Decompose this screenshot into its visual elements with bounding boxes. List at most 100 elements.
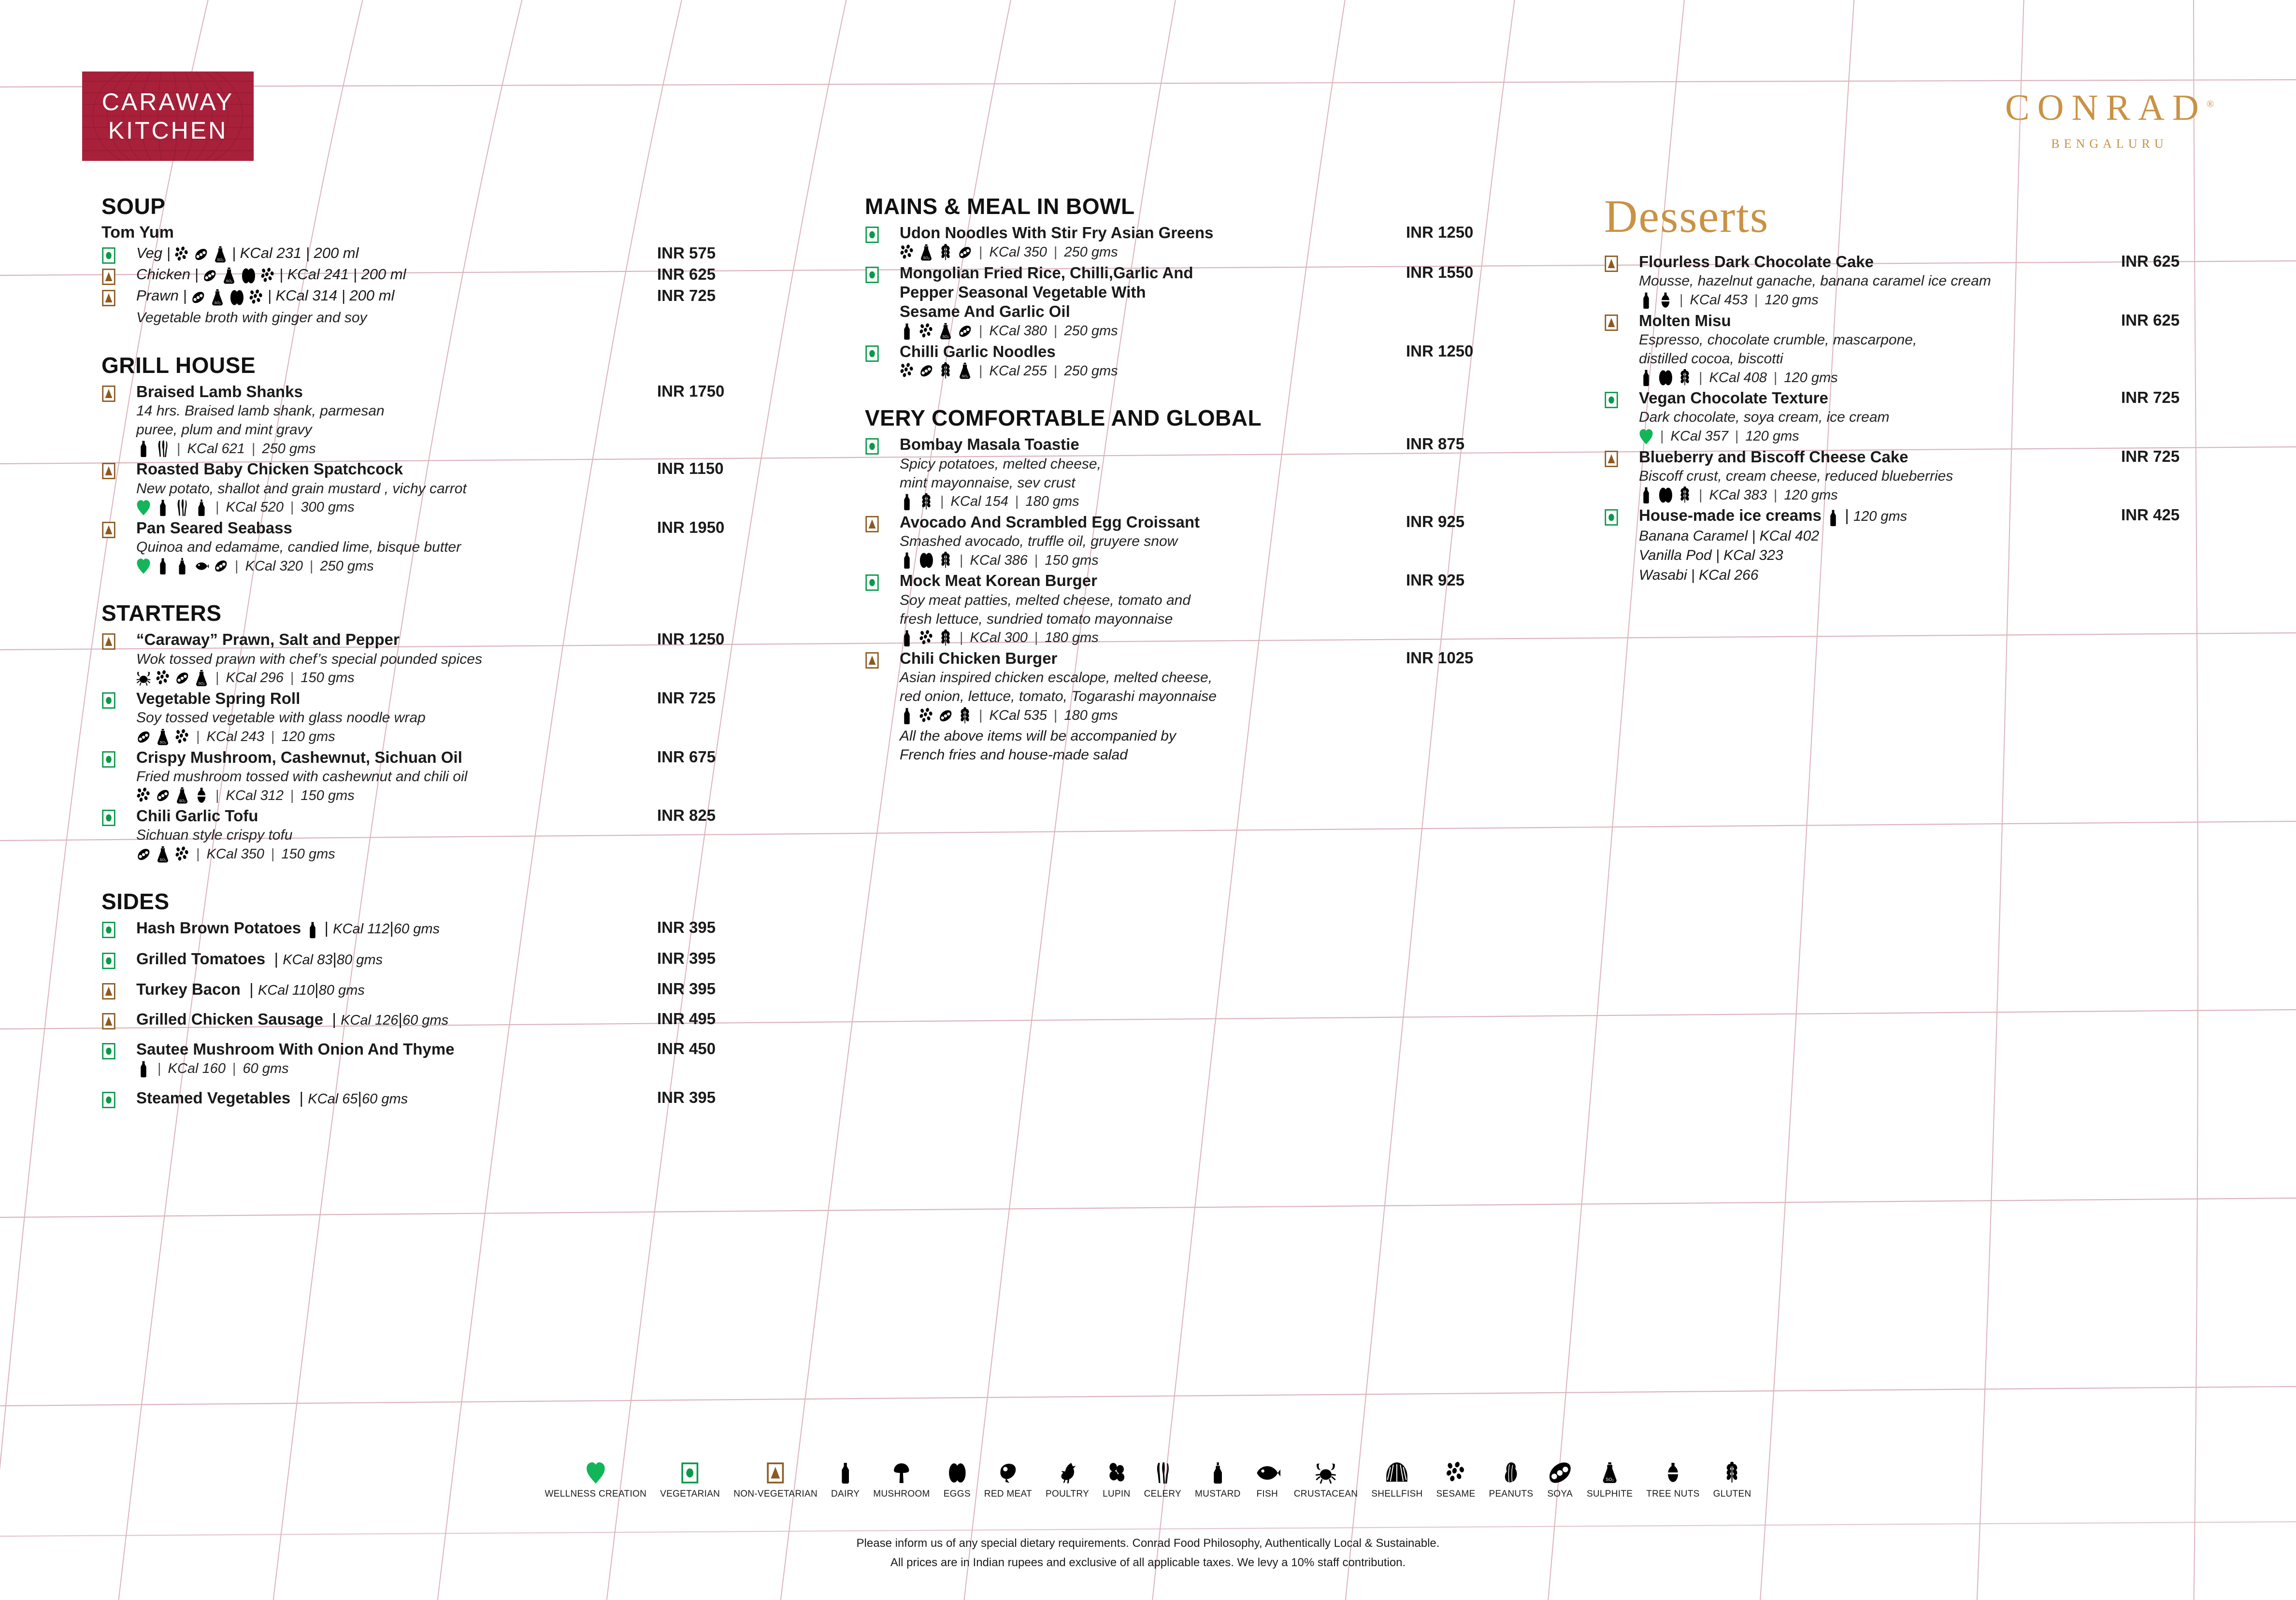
menu-item[interactable]: Prawn | SO₂ | KCal 314 | 200 ml INR 725	[101, 286, 759, 307]
item-name: Mock Meat Korean Burger	[900, 571, 1406, 590]
menu-item[interactable]: Grilled Tomatoes | KCal 83|80 gms INR 395	[101, 949, 759, 970]
menu-item[interactable]: Veg | SO₂ | KCal 231 | 200 ml INR 575	[101, 244, 759, 264]
legend-label: NON-VEGETARIAN	[733, 1489, 818, 1499]
menu-item[interactable]: “Caraway” Prawn, Salt and Pepper INR 1250…	[101, 630, 759, 687]
meta-separator: |	[1015, 494, 1019, 510]
menu-item[interactable]: Bombay Masala Toastie INR 875 Spicy potato…	[865, 435, 1507, 511]
item-name-line: Blueberry and Biscoff Cheese Cake	[1639, 447, 1909, 466]
dairy-icon	[136, 440, 151, 457]
meta-separator: |	[231, 244, 236, 261]
menu-item[interactable]: Flourless Dark Chocolate Cake INR 625 Mous…	[1604, 252, 2223, 309]
item-kcal: KCal 126	[341, 1012, 399, 1028]
menu-item[interactable]: Roasted Baby Chicken Spatchcock INR 1150 N…	[101, 459, 759, 516]
vegetarian-marker-icon	[101, 247, 115, 264]
item-name-line: Flourless Dark Chocolate Cake	[1639, 253, 1874, 271]
non-vegetarian-marker-icon	[1604, 255, 1618, 272]
svg-text:SO₂: SO₂	[179, 799, 186, 803]
soya-icon	[136, 845, 151, 863]
item-allergen-meta: | KCal 154 | 180 gms	[900, 493, 1507, 511]
dairy-icon	[136, 1060, 151, 1078]
menu-item[interactable]: Chili Chicken Burger INR 1025 Asian inspir…	[865, 649, 1507, 725]
item-name: Veg | SO₂ | KCal 231 | 200 ml	[136, 244, 657, 263]
sesame-icon	[175, 845, 189, 863]
global-note-line: All the above items will be accompanied …	[900, 728, 1176, 744]
menu-item-header: Grilled Chicken Sausage | KCal 126|60 gm…	[136, 1010, 759, 1029]
meta-separator: |	[299, 1088, 304, 1107]
menu-item[interactable]: Chili Garlic Tofu INR 825 Sichuan style cr…	[101, 806, 759, 863]
item-price: INR 725	[2121, 447, 2180, 465]
meta-separator: |	[194, 266, 199, 283]
menu-item[interactable]: House-made ice creams | 120 gms INR 425 Ba…	[1604, 506, 2223, 585]
item-price: INR 675	[657, 747, 716, 766]
menu-item[interactable]: Avocado And Scrambled Egg Croissant INR 9…	[865, 513, 1507, 570]
nonveg-icon	[767, 1459, 784, 1484]
menu-item[interactable]: Braised Lamb Shanks INR 1750 14 hrs. Brais…	[101, 382, 759, 458]
menu-item[interactable]: Blueberry and Biscoff Cheese Cake INR 725…	[1604, 447, 2223, 504]
item-name: Braised Lamb Shanks	[136, 382, 657, 401]
menu-item[interactable]: Pan Seared Seabass INR 1950 Quinoa and eda…	[101, 518, 759, 575]
meta-separator: |	[1751, 528, 1756, 544]
meta-separator: |	[358, 1088, 362, 1107]
menu-item-header: Udon Noodles With Stir Fry Asian Greens I…	[900, 223, 1507, 243]
item-name: “Caraway” Prawn, Salt and Pepper	[136, 630, 657, 649]
menu-column-middle: MAINS & MEAL IN BOWL Udon Noodles With St…	[865, 193, 1507, 766]
item-portion: 200 ml	[314, 244, 359, 261]
item-kcal: KCal 112	[333, 921, 390, 937]
meta-separator: |	[158, 1061, 161, 1077]
item-name-line: Vegan Chocolate Texture	[1639, 389, 1828, 407]
menu-item[interactable]: Udon Noodles With Stir Fry Asian Greens I…	[865, 223, 1507, 261]
item-name: Bombay Masala Toastie	[900, 435, 1406, 454]
eggs-icon	[230, 287, 244, 306]
svg-text:SO₂: SO₂	[1606, 1477, 1614, 1482]
item-allergen-meta: SO₂	[174, 244, 228, 263]
item-price: INR 925	[1406, 512, 1465, 530]
meta-separator: |	[1691, 567, 1695, 583]
item-portion: 150 gms	[301, 670, 355, 686]
menu-item[interactable]: Turkey Bacon | KCal 110|80 gms INR 395	[101, 980, 759, 1000]
item-name: Hash Brown Potatoes | KCal 112|60 gms	[136, 918, 657, 939]
menu-item[interactable]: Chicken | SO₂ | KCal 241 | 200 ml INR 625	[101, 265, 759, 286]
legend-item-mustard: MUSTARD	[1188, 1459, 1248, 1500]
item-name: Vegetable Spring Roll	[136, 689, 657, 708]
item-name: Avocado And Scrambled Egg Croissant	[900, 513, 1406, 532]
legend-item-eggs: EGGS	[937, 1459, 977, 1500]
item-kcal: KCal 83	[283, 952, 333, 968]
menu-item[interactable]: Vegan Chocolate Texture INR 725 Dark choco…	[1604, 388, 2223, 445]
menu-item-header: Roasted Baby Chicken Spatchcock INR 1150	[136, 459, 759, 479]
menu-item[interactable]: Mock Meat Korean Burger INR 925 Soy meat p…	[865, 571, 1507, 647]
item-description-line: puree, plum and mint gravy	[136, 421, 312, 438]
menu-item[interactable]: Grilled Chicken Sausage | KCal 126|60 gm…	[101, 1010, 759, 1029]
item-description-line: Wok tossed prawn with chef’s special pou…	[136, 651, 482, 667]
vegetarian-marker-icon	[101, 1091, 115, 1109]
sesame-icon	[156, 670, 170, 687]
dairy-icon	[156, 499, 170, 516]
legend-label: VEGETARIAN	[660, 1489, 720, 1499]
item-name: House-made ice creams | 120 gms	[1639, 506, 2121, 526]
menu-item[interactable]: Steamed Vegetables | KCal 65|60 gms INR 3…	[101, 1088, 759, 1108]
item-allergen-meta: | KCal 386 | 150 gms	[900, 552, 1507, 569]
gluten-icon	[938, 243, 953, 261]
meta-separator: |	[271, 729, 275, 745]
item-name-line: Roasted Baby Chicken Spatchcock	[136, 460, 403, 478]
menu-item[interactable]: Sautee Mushroom With Onion And Thyme INR …	[101, 1040, 759, 1078]
menu-column-left: SOUP Tom Yum Veg | SO₂ | KCal 231 | 200 ml…	[101, 193, 759, 1118]
menu-item[interactable]: Crispy Mushroom, Cashewnut, Sichuan Oil I…	[101, 748, 759, 805]
menu-item[interactable]: Hash Brown Potatoes | KCal 112|60 gms INR…	[101, 918, 759, 939]
meta-separator: |	[215, 787, 219, 803]
menu-item[interactable]: Chilli Garlic Noodles INR 1250 SO₂ | KCal 25…	[865, 342, 1507, 380]
meta-separator: |	[353, 266, 357, 283]
item-allergen-meta: SO₂ | KCal 350 | 250 gms	[900, 243, 1507, 261]
legend-item-poultry: POULTRY	[1039, 1459, 1096, 1500]
item-price: INR 1150	[657, 459, 724, 478]
menu-item[interactable]: Molten Misu INR 625 Espresso, chocolate cr…	[1604, 311, 2223, 387]
legend-item-celery: CELERY	[1137, 1459, 1189, 1500]
meta-separator: |	[1034, 630, 1038, 646]
item-description-line: Mousse, hazelnut ganache, banana caramel…	[1639, 273, 1991, 289]
menu-item[interactable]: Mongolian Fried Rice, Chilli,Garlic And P…	[865, 263, 1507, 340]
meta-separator: |	[1735, 429, 1739, 444]
menu-item[interactable]: Vegetable Spring Roll INR 725 Soy tossed v…	[101, 689, 759, 746]
sulphite-icon: SO₂	[210, 287, 225, 306]
legend-label: EGGS	[943, 1489, 971, 1499]
legend-label: LUPIN	[1103, 1489, 1131, 1499]
section-title: MAINS & MEAL IN BOWL	[865, 194, 1135, 219]
